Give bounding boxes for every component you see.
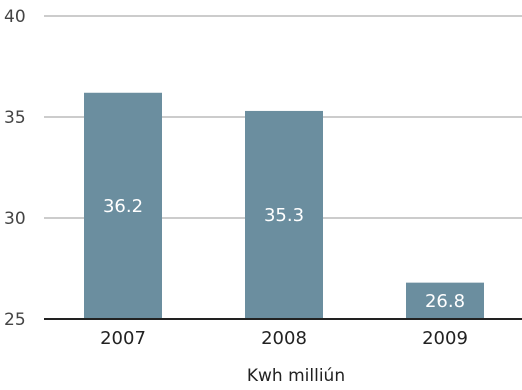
category-label-2007: 2007 — [100, 328, 146, 349]
data-label-2008: 35.3 — [264, 205, 304, 226]
data-labels: 36.2 35.3 26.8 — [103, 196, 465, 312]
y-tick-label: 25 — [4, 310, 26, 330]
bar-2009 — [406, 282, 484, 319]
y-tick-label: 30 — [4, 209, 26, 229]
y-tick-label: 35 — [4, 108, 26, 128]
y-axis-ticks: 25 30 35 40 — [4, 7, 26, 330]
category-label-2008: 2008 — [261, 328, 307, 349]
data-label-2007: 36.2 — [103, 196, 143, 217]
bar-2007 — [84, 92, 162, 319]
category-labels: 2007 2008 2009 — [100, 328, 468, 349]
category-label-2009: 2009 — [422, 328, 468, 349]
data-label-2009: 26.8 — [425, 291, 465, 312]
bar-2008 — [245, 110, 323, 319]
x-axis-title: Kwh milliún — [247, 366, 345, 386]
bars — [84, 92, 484, 319]
y-tick-label: 40 — [4, 7, 26, 27]
